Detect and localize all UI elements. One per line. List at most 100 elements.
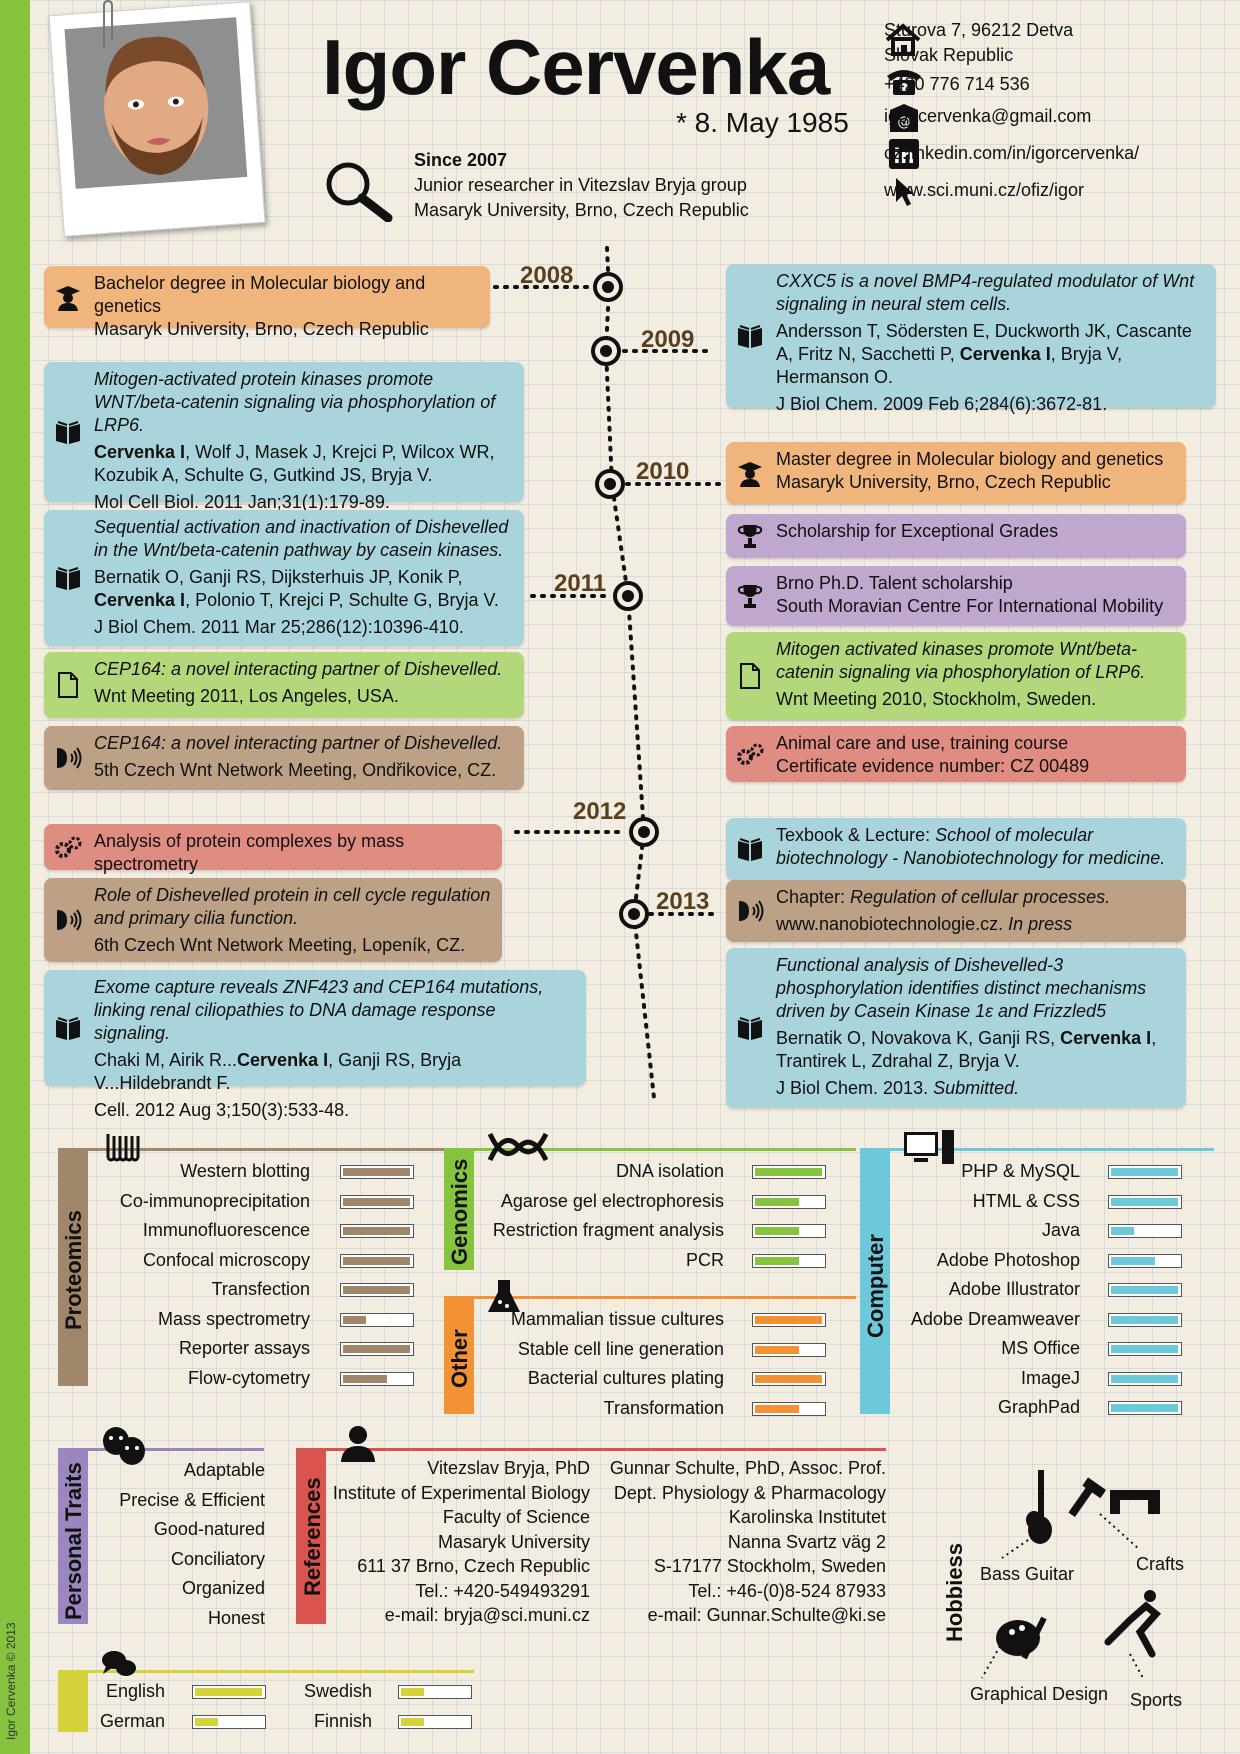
skill-name: Adobe Dreamweaver (910, 1308, 1080, 1329)
graduate-icon (736, 459, 764, 487)
proteomics-label-bar (58, 1148, 88, 1386)
computer-label-bar (860, 1148, 890, 1414)
reference-line: Nanna Svartz väg 2 (727, 1531, 886, 1552)
book-icon (54, 564, 82, 592)
left-timeline-entry: Exome capture reveals ZNF423 and CEP164 … (44, 970, 586, 1120)
left-timeline-entry: Analysis of protein complexes by mass sp… (44, 824, 502, 874)
reference-line: Karolinska Institutet (728, 1507, 886, 1527)
skill-level-bar (752, 1401, 826, 1416)
hobbies-graphic (981, 1470, 1162, 1681)
entry-journal: J Biol Chem. 2011 Mar 25;286(12):10396-4… (94, 617, 464, 637)
reference-line[interactable]: e-mail: bryja@sci.muni.cz (384, 1605, 590, 1625)
genomics-label-bar (444, 1148, 474, 1270)
entry-authors: Cervenka I, Wolf J, Masek J, Krejci P, W… (94, 442, 495, 485)
reference-line: 611 37 Brno, Czech Republic (357, 1556, 590, 1576)
sewing-machine-icon (1110, 1490, 1160, 1514)
reference-line: Institute of Experimental Biology (332, 1482, 590, 1503)
timeline-year: 2013 (656, 888, 710, 915)
skill-name: Stable cell line generation (517, 1338, 724, 1359)
book-icon (54, 1014, 82, 1042)
language-level-bar (398, 1685, 472, 1699)
language-level-bar (192, 1715, 266, 1729)
home-icon (885, 23, 921, 56)
address-line-2: Slovak Republic (884, 45, 1014, 65)
entry-line: Bachelor degree in Molecular biology and… (94, 273, 426, 316)
languages-label-bar (58, 1670, 88, 1732)
tools-icon (1068, 1477, 1107, 1518)
entry-line: Masaryk University, Brno, Czech Republic (94, 319, 429, 339)
genomics-label: Genomics (447, 1158, 472, 1265)
entry-line: Masaryk University, Brno, Czech Republic (776, 472, 1111, 492)
graduate-icon (54, 283, 82, 311)
timeline-node-2008 (593, 272, 623, 302)
trait-item: Good-natured (153, 1519, 265, 1539)
skill-name: Java (1041, 1220, 1080, 1240)
skill-level-bar (1108, 1342, 1182, 1356)
right-timeline-entry: Scholarship for Exceptional Grades (726, 514, 1186, 558)
timeline-node-2012 (629, 817, 659, 847)
left-timeline-entry: Role of Dishevelled protein in cell cycl… (44, 878, 502, 962)
speaker-icon (54, 906, 82, 934)
svg-text:in: in (893, 144, 914, 168)
entry-title: Mitogen activated kinases promote Wnt/be… (776, 639, 1146, 682)
entry-line: Analysis of protein complexes by mass sp… (94, 831, 405, 874)
timeline-connectors (493, 285, 722, 916)
timeline-year: 2008 (520, 262, 574, 289)
reference-line: Gunnar Schulte, PhD, Assoc. Prof. (609, 1458, 886, 1478)
language-level-bar (192, 1685, 266, 1699)
references-label-bar (296, 1448, 326, 1624)
since-line2: Masaryk University, Brno, Czech Republic (414, 200, 749, 220)
reference-2: Gunnar Schulte, PhD, Assoc. Prof. Dept. P… (600, 1456, 886, 1628)
entry-journal: Mol Cell Biol. 2011 Jan;31(1):179-89. (94, 492, 390, 512)
website-link[interactable]: www.sci.muni.cz/ofiz/igor (884, 180, 1085, 200)
entry-title: Exome capture reveals ZNF423 and CEP164 … (94, 977, 544, 1043)
left-timeline-entry: CEP164: a novel interacting partner of D… (44, 726, 524, 790)
skill-level-bar (340, 1283, 414, 1297)
bass-guitar-icon (1026, 1470, 1052, 1544)
computer-label: Computer (863, 1234, 888, 1338)
email-link[interactable]: igor.cervenka@gmail.com (884, 106, 1092, 126)
skill-level-bar (340, 1194, 414, 1209)
other-label: Other (447, 1329, 472, 1388)
timeline-node-2009 (591, 336, 621, 366)
since-line1: Junior researcher in Vitezslav Bryja gro… (414, 175, 747, 195)
skill-name: Confocal microscopy (142, 1249, 310, 1270)
entry-title: Functional analysis of Dishevelled-3 pho… (776, 955, 1147, 1021)
profile-photo (48, 1, 266, 237)
entry-title: Role of Dishevelled protein in cell cycl… (94, 885, 491, 928)
linkedin-link[interactable]: cz.linkedin.com/in/igorcervenka/ (884, 143, 1140, 163)
language-name: English (106, 1681, 166, 1701)
right-timeline-entry: Master degree in Molecular biology and g… (726, 442, 1186, 504)
skill-level-bar (340, 1165, 414, 1179)
skill-level-bar (752, 1313, 826, 1327)
sports-icon (1104, 1590, 1162, 1658)
magnifier-icon (326, 162, 393, 222)
skill-level-bar (1108, 1224, 1182, 1238)
reference-line: S-17177 Stockholm, Sweden (653, 1556, 886, 1576)
entry-line: South Moravian Centre For International … (776, 596, 1164, 616)
skill-level-bar (752, 1342, 826, 1357)
traits-rule (88, 1448, 264, 1451)
entry-line: www.nanobiotechnologie.cz. In press (776, 914, 1073, 934)
right-timeline-entry: Functional analysis of Dishevelled-3 pho… (726, 948, 1186, 1108)
skill-level-bar (1108, 1253, 1182, 1268)
skill-level-bar (752, 1224, 826, 1238)
entry-venue: Wnt Meeting 2011, Los Angeles, USA. (94, 686, 399, 706)
paperclip-icon (103, 0, 113, 48)
timeline-node-2011 (613, 581, 643, 611)
entry-journal: Cell. 2012 Aug 3;150(3):533-48. (94, 1100, 350, 1120)
entry-authors: Bernatik O, Novakova K, Ganji RS, Cerven… (776, 1028, 1157, 1071)
hobby-item: Graphical Design (970, 1684, 1109, 1704)
palette-icon (996, 1616, 1047, 1660)
reference-line[interactable]: e-mail: Gunnar.Schulte@ki.se (647, 1605, 886, 1625)
entry-line: Animal care and use, training course (776, 733, 1069, 753)
book-icon (54, 418, 82, 446)
skill-name: Adobe Photoshop (936, 1249, 1080, 1270)
skill-name: ImageJ (1020, 1367, 1080, 1388)
skill-level-bar (340, 1342, 414, 1356)
entry-line: Master degree in Molecular biology and g… (776, 449, 1164, 469)
document-icon (736, 662, 764, 690)
right-timeline-entry: Animal care and use, training course Cert… (726, 726, 1186, 782)
entry-line: Brno Ph.D. Talent scholarship (776, 573, 1013, 593)
language-level-bar (398, 1715, 472, 1729)
